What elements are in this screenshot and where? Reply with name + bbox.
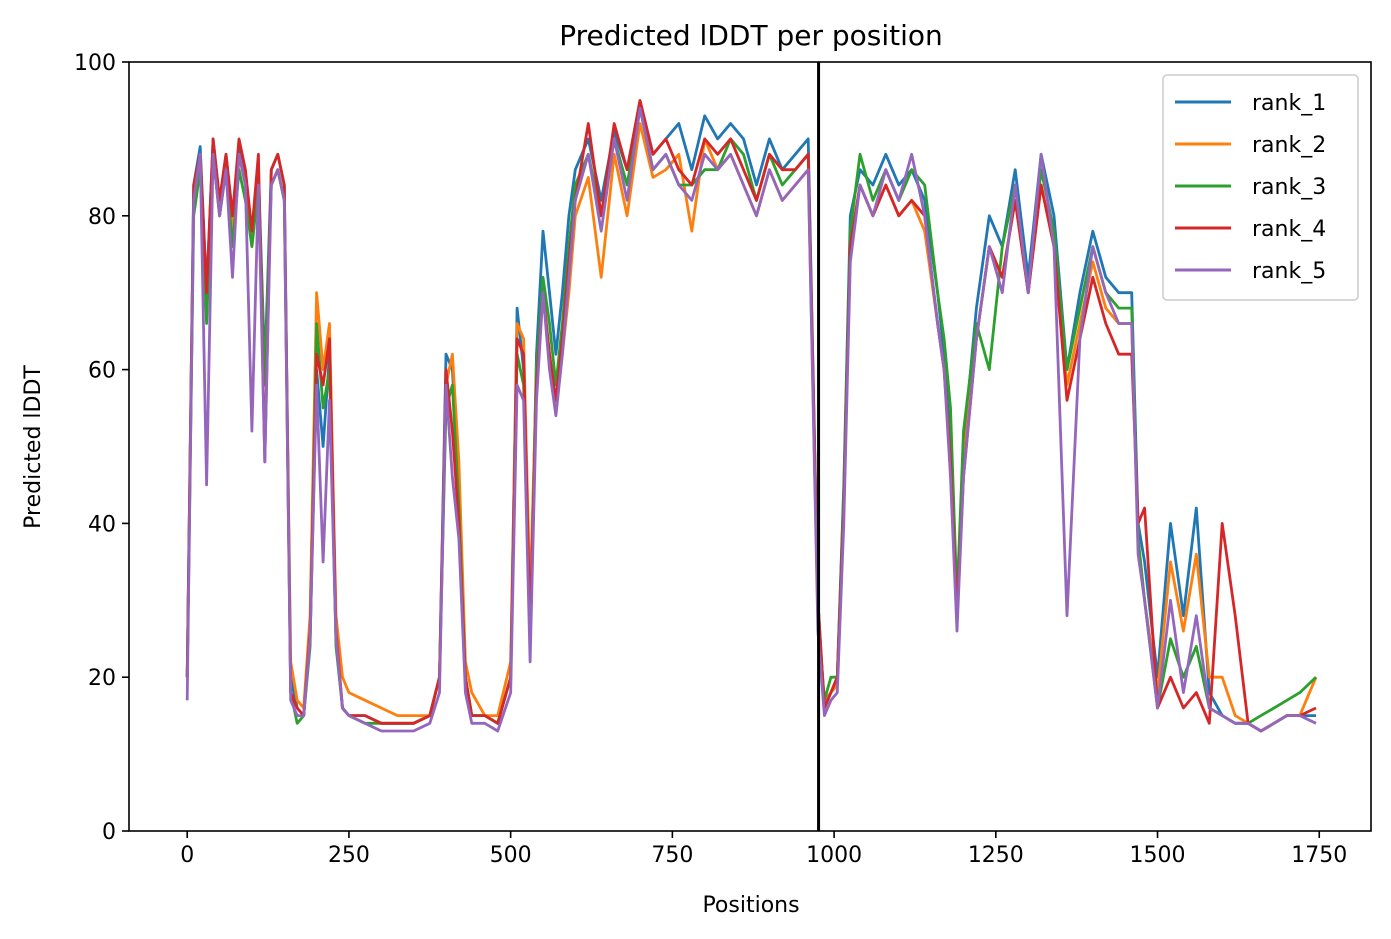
series-line-rank_2 bbox=[185, 122, 1318, 733]
x-tick-label: 1500 bbox=[1130, 843, 1186, 868]
legend-label-rank_1: rank_1 bbox=[1252, 91, 1326, 116]
y-tick-label: 60 bbox=[88, 359, 116, 384]
x-axis-label: Positions bbox=[702, 893, 799, 918]
y-tick-label: 100 bbox=[74, 51, 116, 76]
legend-label-rank_2: rank_2 bbox=[1252, 133, 1326, 158]
x-tick-label: 250 bbox=[328, 843, 370, 868]
axes-layer: 0 250 500 750 1000 1250 1500 1750 0 20 40 60 80 100 bbox=[74, 51, 1372, 868]
legend-box bbox=[1162, 74, 1359, 301]
x-tick-label: 1750 bbox=[1291, 843, 1347, 868]
y-tick-label: 0 bbox=[102, 820, 116, 845]
series-line-rank_4 bbox=[185, 99, 1317, 733]
x-tick-label: 500 bbox=[490, 843, 532, 868]
legend-label-rank_5: rank_5 bbox=[1252, 259, 1326, 284]
series-line-rank_3 bbox=[185, 106, 1317, 725]
legend-label-rank_3: rank_3 bbox=[1252, 175, 1326, 200]
series-layer bbox=[185, 99, 1318, 733]
x-tick-label: 750 bbox=[651, 843, 693, 868]
x-tick-label: 1000 bbox=[806, 843, 862, 868]
chart-title: Predicted lDDT per position bbox=[559, 19, 943, 52]
y-tick-label: 40 bbox=[88, 512, 116, 537]
legend-label-rank_4: rank_4 bbox=[1252, 217, 1326, 242]
y-tick-label: 20 bbox=[88, 666, 116, 691]
x-tick-label: 1250 bbox=[968, 843, 1024, 868]
x-tick-label: 0 bbox=[180, 843, 194, 868]
plot-frame bbox=[128, 61, 1372, 832]
series-line-rank_5 bbox=[185, 106, 1317, 733]
series-line-rank_1 bbox=[185, 99, 1316, 733]
y-axis-label: Predicted lDDT bbox=[21, 365, 46, 529]
y-tick-label: 80 bbox=[88, 205, 116, 230]
legend: rank_1 rank_2 rank_3 rank_4 rank_5 bbox=[1162, 74, 1359, 301]
